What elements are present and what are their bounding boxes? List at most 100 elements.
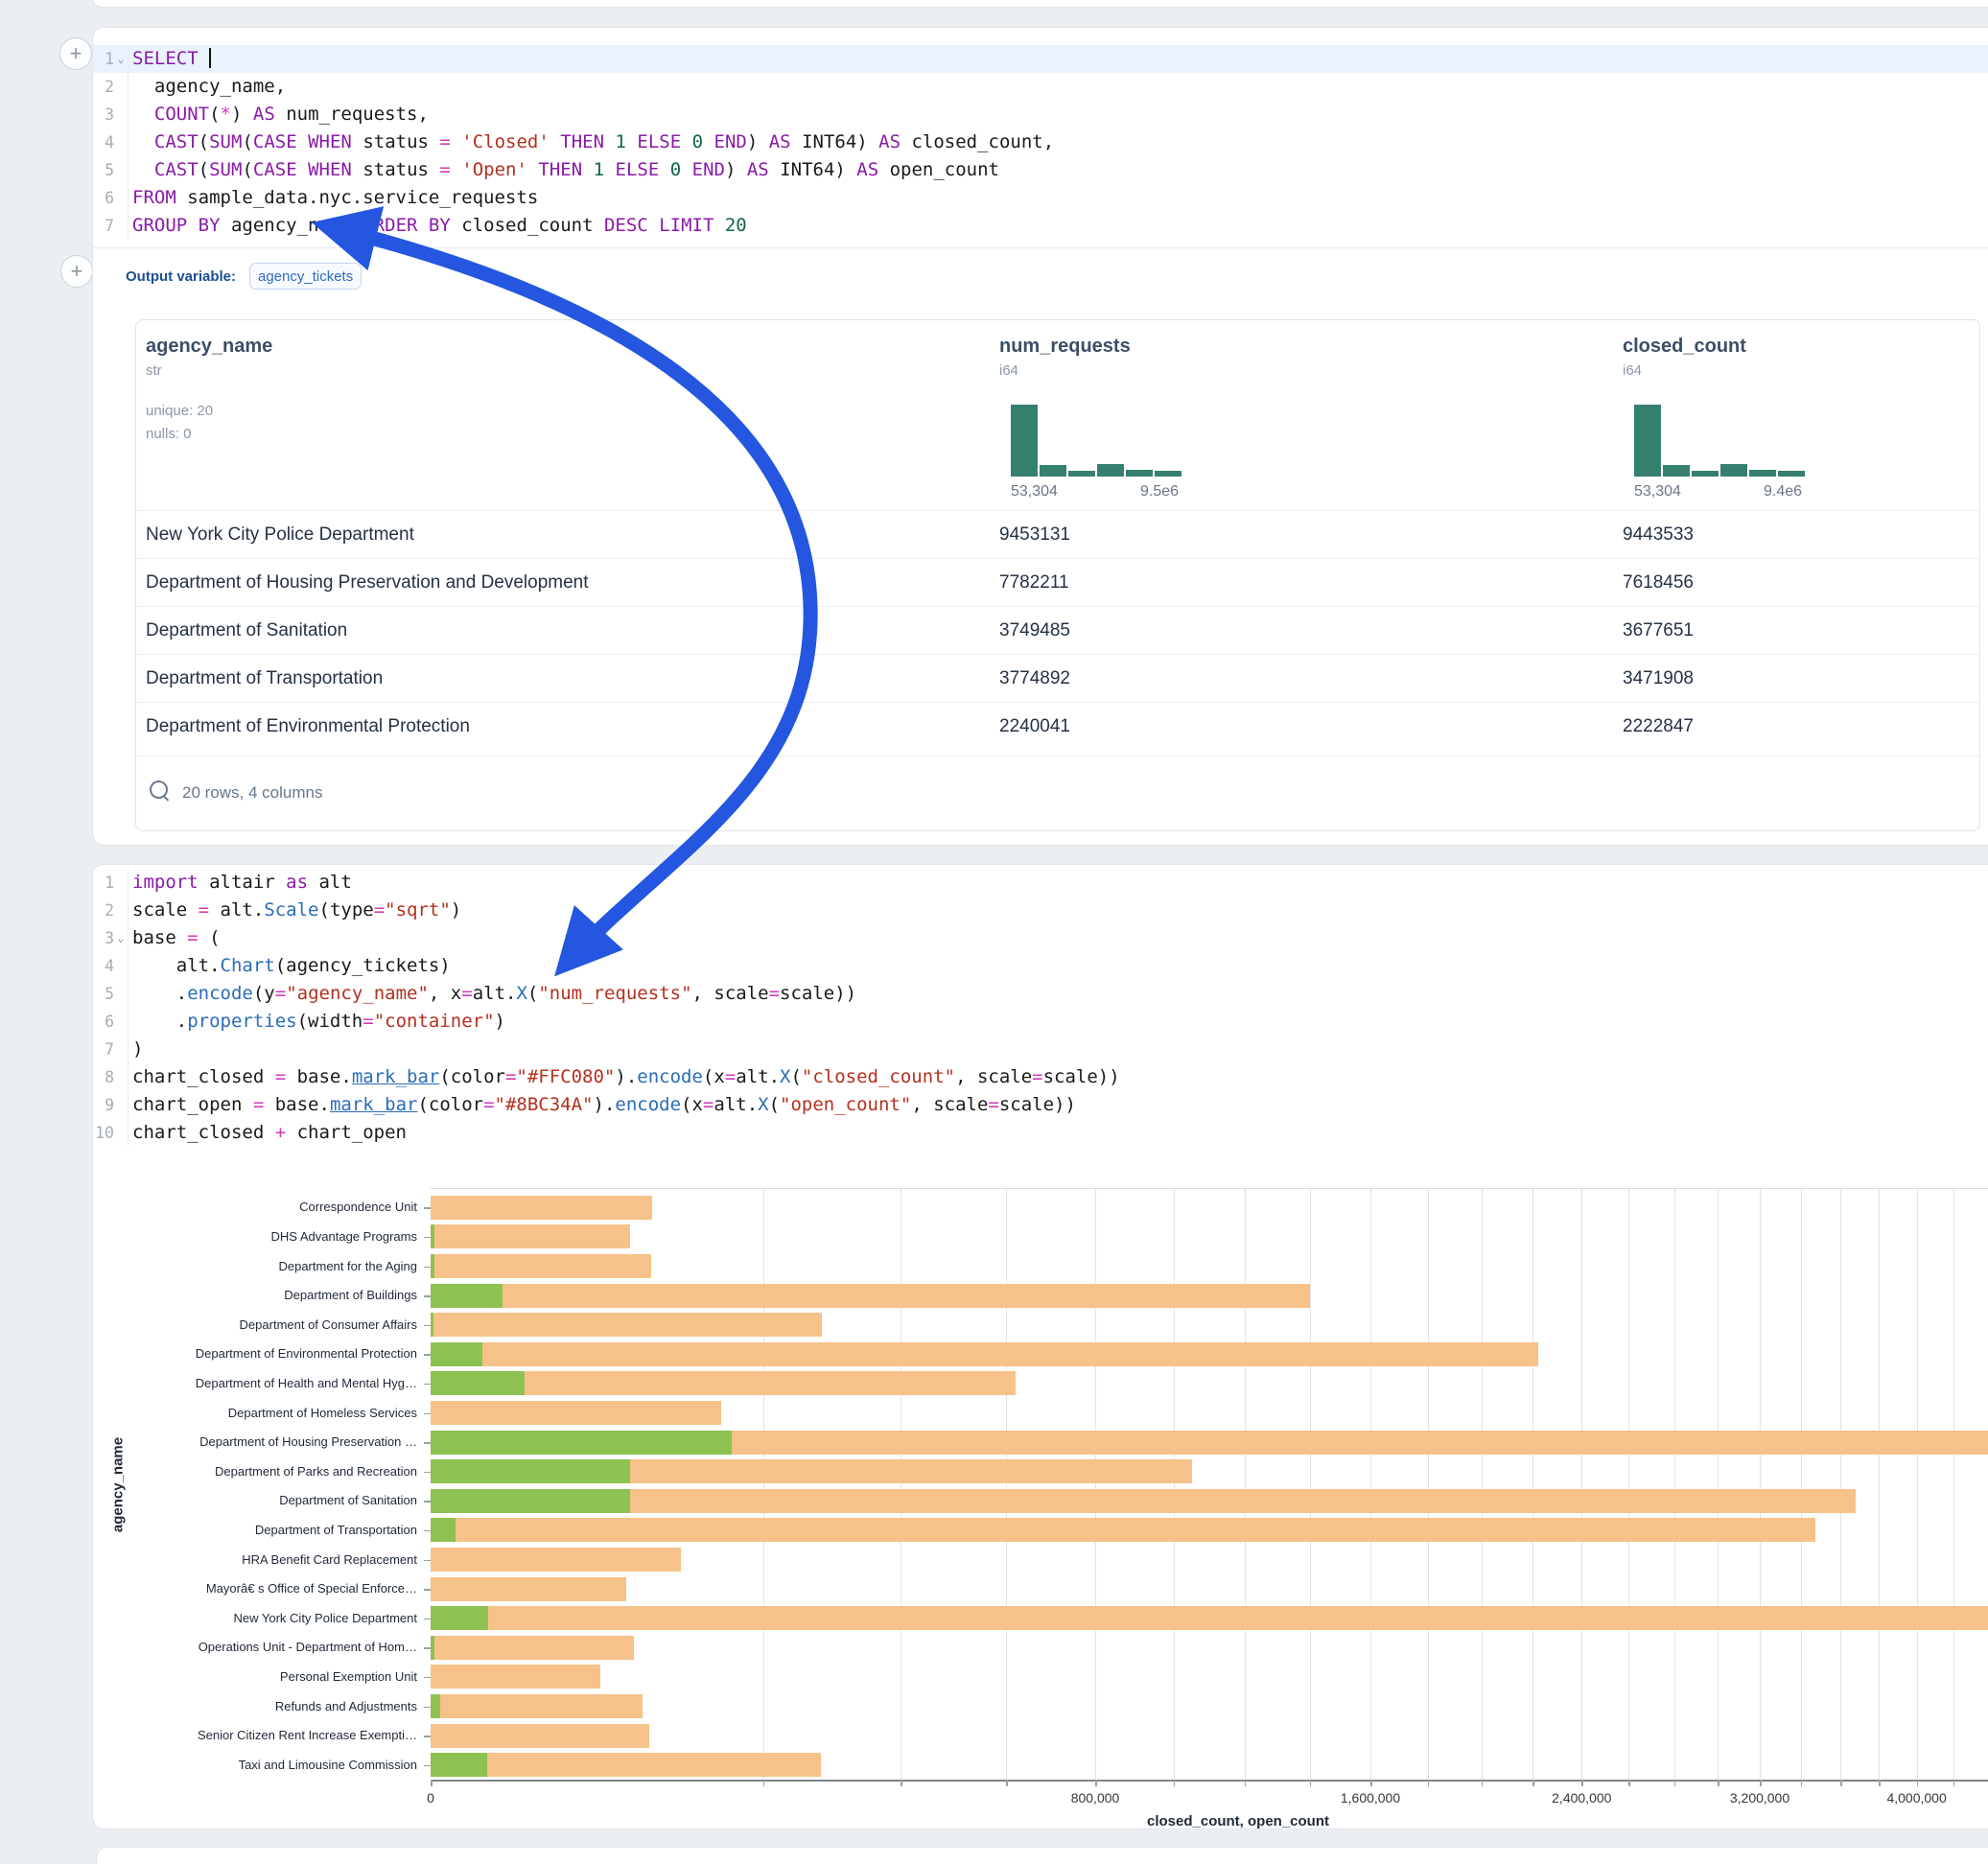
- column-stats: nulls: 0: [146, 426, 192, 442]
- table-row[interactable]: Department of Housing Preservation and D…: [136, 558, 1979, 607]
- histogram-bar: [1097, 464, 1124, 477]
- x-axis-tick: [1718, 1780, 1719, 1786]
- add-cell-button[interactable]: +: [60, 255, 93, 288]
- y-axis-tick: [424, 1736, 431, 1737]
- x-axis-tick: [1173, 1780, 1176, 1786]
- code-line[interactable]: 5 .encode(y="agency_name", x=alt.X("num_…: [93, 980, 1988, 1008]
- output-variable-label: Output variable:: [126, 268, 237, 285]
- gutter: [114, 184, 129, 212]
- code-line[interactable]: 1 import altair as alt: [93, 869, 1988, 897]
- histogram-bar: [1126, 470, 1153, 477]
- x-axis-tick-label: 3,200,000: [1729, 1790, 1790, 1806]
- y-axis-label: Department for the Aging: [278, 1258, 417, 1273]
- y-axis-tick: [424, 1412, 431, 1414]
- column-title[interactable]: closed_count: [1623, 336, 1746, 357]
- open-count-bar: [431, 1459, 630, 1484]
- y-axis-tick: [424, 1295, 431, 1297]
- code-line[interactable]: 4 CAST(SUM(CASE WHEN status = 'Closed' T…: [93, 128, 1988, 156]
- table-cell: 3677651: [1623, 620, 1694, 641]
- gutter: [114, 897, 129, 924]
- table-cell: New York City Police Department: [146, 524, 414, 545]
- output-variable-pill[interactable]: agency_tickets: [249, 263, 363, 290]
- x-axis-tick: [1481, 1780, 1484, 1786]
- histogram-bar: [1011, 405, 1038, 477]
- x-axis-tick: [431, 1780, 433, 1786]
- open-count-bar: [431, 1694, 441, 1718]
- python-cell: 1 import altair as alt 2 scale = alt.Scale(…: [92, 864, 1988, 1829]
- table-row[interactable]: Department of Environmental Protection 22…: [136, 702, 1979, 751]
- x-axis-tick-label: 0: [427, 1790, 434, 1806]
- column-histogram: [1634, 405, 1807, 477]
- histogram-bar: [1634, 405, 1661, 477]
- open-count-bar: [431, 1313, 433, 1338]
- closed-count-bar: [431, 1254, 651, 1278]
- table-row[interactable]: New York City Police Department 9453131 94…: [136, 510, 1979, 559]
- fold-toggle-icon[interactable]: ⌄: [114, 924, 129, 952]
- line-number: 9: [105, 1096, 114, 1114]
- code-line[interactable]: 8 chart_closed = base.mark_bar(color="#FF…: [93, 1063, 1988, 1091]
- code-line[interactable]: 7): [93, 1036, 1988, 1063]
- fold-toggle-icon[interactable]: ⌄: [114, 45, 129, 73]
- y-axis-label: Department of Buildings: [284, 1288, 417, 1303]
- code-line[interactable]: 3 COUNT(*) AS num_requests,: [93, 101, 1988, 128]
- text-cursor: [209, 48, 212, 68]
- code-line[interactable]: 9 chart_open = base.mark_bar(color="#8BC3…: [93, 1091, 1988, 1119]
- code-line[interactable]: 2 agency_name,: [93, 73, 1988, 101]
- table-cell: 3471908: [1623, 668, 1694, 688]
- y-axis-label: Department of Housing Preservation …: [199, 1434, 417, 1450]
- gridline: [1427, 1188, 1429, 1780]
- add-cell-button[interactable]: +: [59, 37, 92, 70]
- code-line[interactable]: 2 scale = alt.Scale(type="sqrt"): [93, 897, 1988, 924]
- y-axis-label: Mayorâ€ s Office of Special Enforce…: [205, 1581, 417, 1596]
- x-axis-tick-label: 1,600,000: [1340, 1790, 1401, 1806]
- gridline: [762, 1188, 764, 1780]
- sql-cell: 1 ⌄ SELECT 2 agency_name, 3 COUNT(*) AS num…: [92, 27, 1988, 846]
- gridline: [1800, 1188, 1802, 1780]
- table-row[interactable]: Department of Transportation 3774892 34719…: [136, 654, 1979, 703]
- sql-editor[interactable]: 1 ⌄ SELECT 2 agency_name, 3 COUNT(*) AS num…: [93, 45, 1988, 240]
- table-cell: Department of Environmental Protection: [146, 716, 470, 736]
- code-line[interactable]: 4 alt.Chart(agency_tickets): [93, 952, 1988, 980]
- line-number: 4: [105, 957, 114, 975]
- cell-separator: [93, 247, 1988, 248]
- x-axis-tick: [1879, 1780, 1881, 1786]
- code-line[interactable]: 1 ⌄ SELECT: [93, 45, 1988, 73]
- y-axis-tick: [424, 1207, 431, 1209]
- x-axis-tick: [1953, 1780, 1955, 1786]
- gridline: [1244, 1188, 1246, 1780]
- code-tokens: chart_closed + chart_open: [132, 1122, 408, 1143]
- column-type: i64: [1623, 362, 1643, 379]
- code-tokens: chart_open = base.mark_bar(color="#8BC34…: [132, 1094, 1076, 1115]
- histogram-bar: [1155, 471, 1181, 477]
- open-count-bar: [431, 1635, 434, 1660]
- code-line[interactable]: 3 ⌄ base = (: [93, 924, 1988, 952]
- closed-count-bar: [431, 1606, 1988, 1631]
- x-axis-tick: [1628, 1780, 1630, 1786]
- python-editor[interactable]: 1 import altair as alt 2 scale = alt.Scale(…: [93, 869, 1988, 1147]
- code-line[interactable]: 10 chart_closed + chart_open: [93, 1119, 1988, 1147]
- open-count-bar: [431, 1753, 487, 1778]
- y-axis-tick: [424, 1442, 431, 1444]
- gutter: [114, 73, 129, 101]
- x-axis-line: [431, 1780, 1988, 1782]
- code-line[interactable]: 5 CAST(SUM(CASE WHEN status = 'Open' THE…: [93, 156, 1988, 184]
- table-cell: Department of Sanitation: [146, 620, 348, 641]
- histogram-bar: [1749, 470, 1776, 477]
- code-tokens: FROM sample_data.nyc.service_requests: [132, 187, 539, 208]
- column-title[interactable]: agency_name: [146, 336, 273, 357]
- y-axis-label: Taxi and Limousine Commission: [238, 1757, 417, 1772]
- code-line[interactable]: 7 GROUP BY agency_name ORDER BY closed_co…: [93, 212, 1988, 240]
- code-line[interactable]: 6 .properties(width="container"): [93, 1008, 1988, 1036]
- x-axis-tick: [1370, 1780, 1372, 1786]
- column-title[interactable]: num_requests: [999, 336, 1131, 357]
- closed-count-bar: [431, 1371, 1017, 1396]
- code-tokens: .encode(y="agency_name", x=alt.X("num_re…: [132, 983, 857, 1004]
- open-count-bar: [431, 1518, 456, 1543]
- table-row[interactable]: Department of Sanitation 3749485 3677651: [136, 606, 1979, 655]
- search-icon[interactable]: [150, 781, 168, 799]
- code-line[interactable]: 6 FROM sample_data.nyc.service_requests: [93, 184, 1988, 212]
- previous-cell-sliver: [92, 0, 1988, 8]
- altair-bar-chart: Correspondence Unit DHS Advantage Program…: [93, 1180, 1988, 1829]
- y-axis-label: Personal Exemption Unit: [279, 1668, 417, 1684]
- line-number: 7: [105, 217, 114, 235]
